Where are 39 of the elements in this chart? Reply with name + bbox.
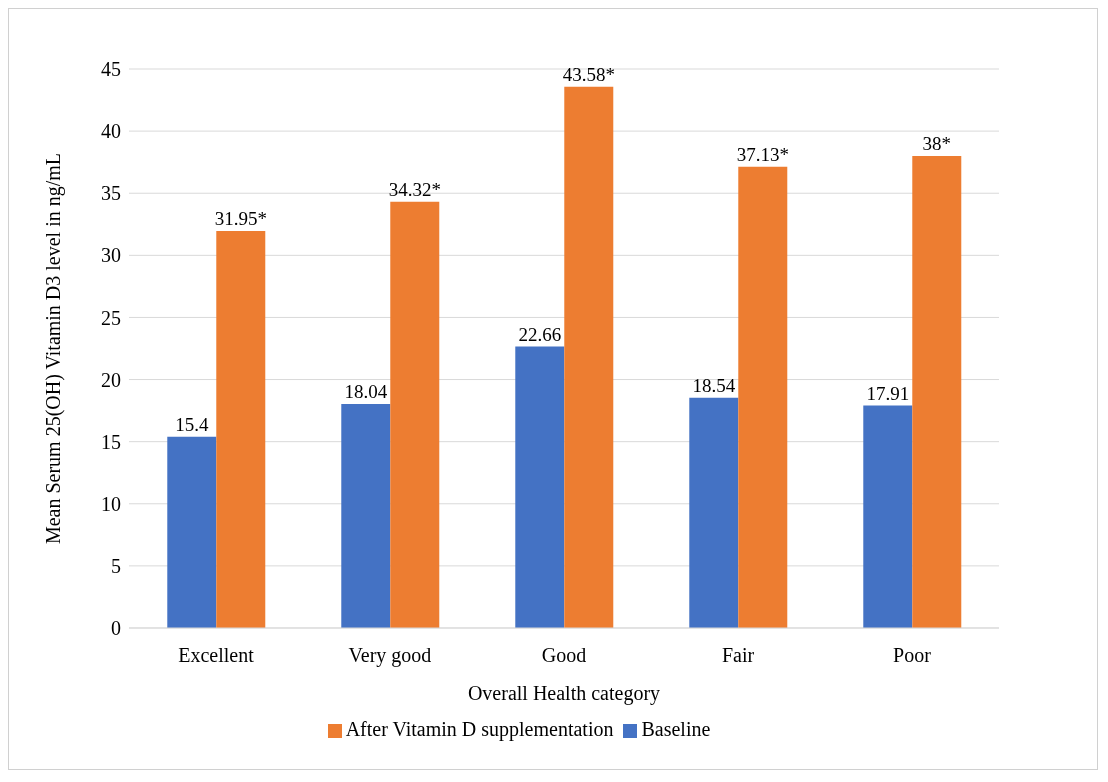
y-tick-label: 5 [111,554,121,577]
bar [515,346,565,628]
x-tick-label: Excellent [178,644,255,667]
y-tick-label: 25 [101,306,121,329]
data-label: 17.91 [866,382,910,404]
y-tick-label: 10 [101,492,121,515]
y-tick-label: 30 [101,244,121,267]
data-label: 31.95* [214,208,267,230]
bar [341,403,391,628]
data-label: 38* [922,132,952,154]
legend-label: Baseline [641,718,711,740]
y-tick-label: 15 [101,430,121,453]
data-label: 37.13* [736,143,789,165]
bar [167,436,217,628]
y-tick-label: 45 [101,58,121,81]
y-tick-label: 40 [101,120,121,143]
y-axis-title: Mean Serum 25(OH) Vitamin D3 level in ng/mL [42,152,66,545]
data-label: 15.4 [175,413,209,435]
x-tick-label: Good [541,644,587,667]
data-label: 22.66 [518,323,562,345]
data-label: 18.54 [692,374,736,396]
bar [863,405,913,628]
data-label: 34.32* [388,178,441,200]
y-tick-label: 35 [101,182,121,205]
legend-label: After Vitamin D supplementation [345,718,614,740]
bar [689,397,739,628]
bar [216,231,266,628]
x-tick-label: Poor [893,644,932,667]
data-label: 18.04 [344,380,388,402]
bar [390,201,440,628]
y-tick-label: 0 [111,617,121,640]
y-tick-label: 20 [101,368,121,391]
bar [912,155,962,628]
bar [738,166,788,628]
bar [564,86,614,628]
data-label: 43.58* [562,63,615,85]
x-tick-label: Fair [721,644,755,667]
x-axis-title: Overall Health category [467,682,661,705]
x-tick-label: Very good [348,644,432,668]
